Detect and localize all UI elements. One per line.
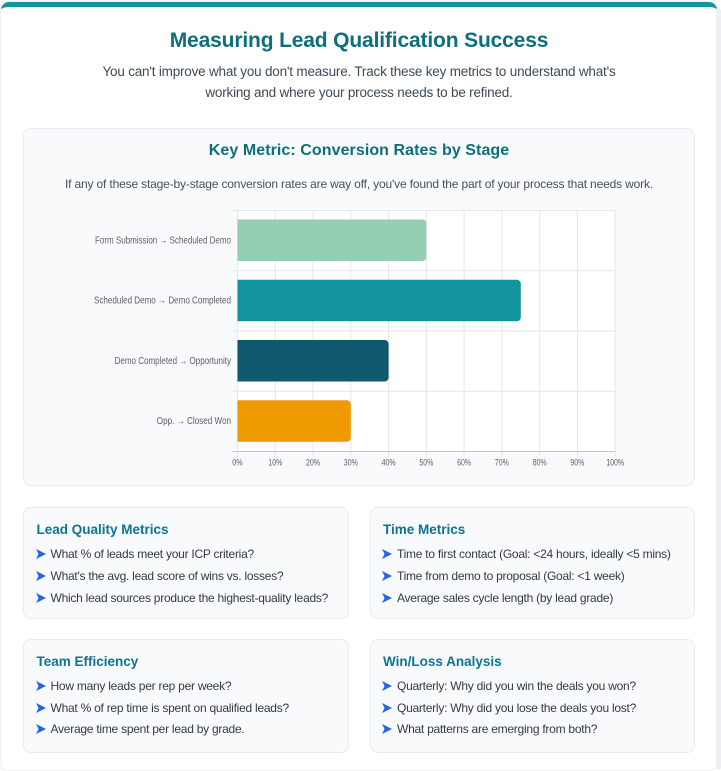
svg-text:Scheduled Demo → Demo Complete: Scheduled Demo → Demo Completed: [94, 296, 231, 307]
svg-text:70%: 70%: [495, 457, 509, 468]
svg-text:100%: 100%: [606, 457, 624, 468]
svg-text:90%: 90%: [570, 457, 584, 468]
svg-text:0%: 0%: [232, 457, 243, 468]
svg-text:20%: 20%: [306, 457, 320, 468]
svg-text:Form Submission → Scheduled De: Form Submission → Scheduled Demo: [95, 235, 231, 246]
svg-text:10%: 10%: [268, 457, 282, 468]
svg-text:40%: 40%: [382, 457, 396, 468]
svg-text:50%: 50%: [419, 457, 433, 468]
svg-text:80%: 80%: [533, 457, 547, 468]
svg-text:Demo Completed → Opportunity: Demo Completed → Opportunity: [115, 356, 231, 367]
svg-text:Opp. → Closed Won: Opp. → Closed Won: [157, 416, 231, 427]
svg-text:30%: 30%: [344, 457, 358, 468]
svg-text:60%: 60%: [457, 457, 471, 468]
